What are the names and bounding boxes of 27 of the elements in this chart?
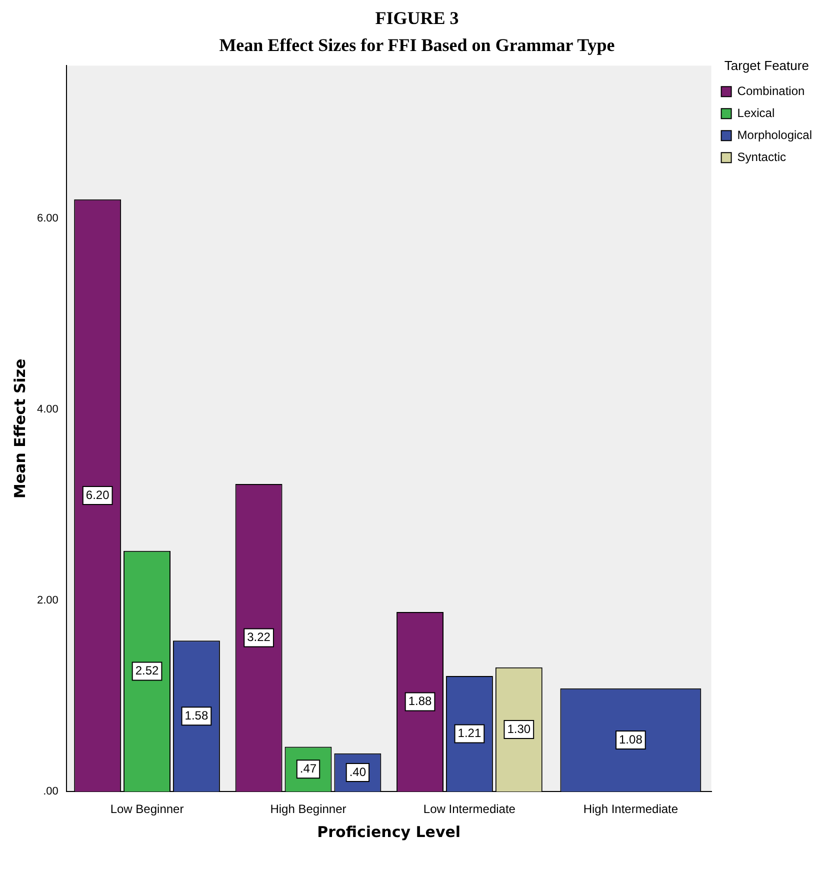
- y-axis-title: Mean Effect Size: [10, 358, 29, 499]
- y-tick-label: 6.00: [36, 212, 58, 224]
- chart-subtitle: Mean Effect Sizes for FFI Based on Grammar Type: [218, 35, 616, 56]
- legend-title: Target Feature: [724, 58, 809, 74]
- data-label: 6.20: [86, 488, 110, 502]
- data-label: .47: [300, 761, 317, 776]
- data-label: 1.21: [458, 726, 482, 740]
- legend-label: Syntactic: [737, 150, 786, 164]
- x-tick-label: High Intermediate: [583, 802, 678, 816]
- data-label: 1.88: [408, 694, 432, 708]
- data-label: 1.58: [184, 708, 208, 722]
- x-tick-label: Low Intermediate: [423, 802, 516, 816]
- y-tick-label: 2.00: [36, 594, 58, 607]
- legend-label: Lexical: [737, 106, 775, 120]
- data-label: 3.22: [247, 630, 271, 644]
- x-tick-label: High Beginner: [270, 802, 346, 816]
- y-tick-label: 4.00: [36, 404, 58, 416]
- x-axis-title: Proficiency Level: [317, 822, 461, 841]
- y-tick-label: .00: [43, 786, 58, 798]
- data-label: 1.08: [619, 732, 643, 746]
- data-label: 2.52: [135, 664, 160, 678]
- legend-label: Morphological: [737, 128, 812, 142]
- chart-title: FIGURE 3: [374, 8, 460, 29]
- data-label: 1.30: [507, 722, 531, 736]
- x-tick-label: Low Beginner: [110, 802, 184, 816]
- data-label: .40: [349, 764, 366, 779]
- legend-label: Combination: [737, 84, 805, 98]
